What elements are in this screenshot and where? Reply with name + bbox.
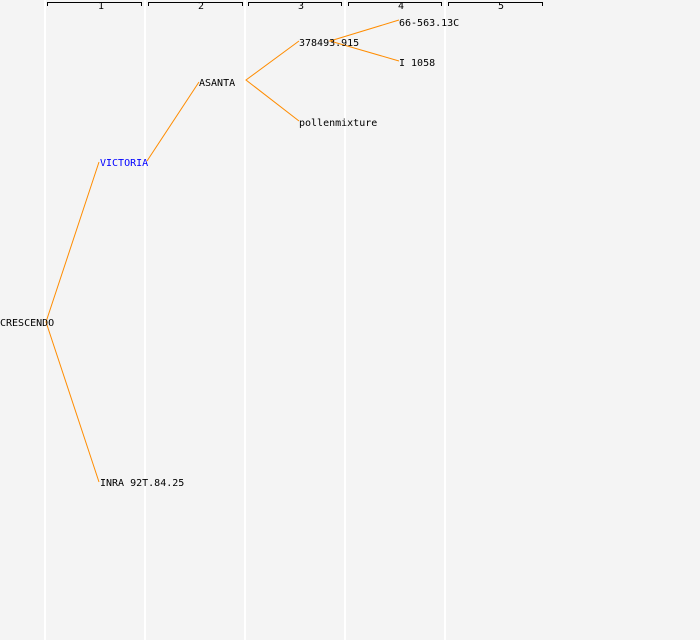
generation-label: 2 <box>198 1 204 12</box>
node-pollenmixture[interactable]: pollenmixture <box>299 118 377 129</box>
column-lines <box>44 0 446 640</box>
edge <box>146 81 200 162</box>
edge <box>45 161 100 483</box>
node-crescendo[interactable]: CRESCENDO <box>0 318 54 329</box>
generation-label: 4 <box>398 1 404 12</box>
generation-headers <box>47 2 543 6</box>
generation-label: 1 <box>98 1 104 12</box>
node-victoria[interactable]: VICTORIA <box>100 158 148 169</box>
node-66-563[interactable]: 66-563.13C <box>399 18 459 29</box>
node-inra[interactable]: INRA 92T.84.25 <box>100 478 184 489</box>
edges <box>45 19 400 483</box>
nodes: CRESCENDO VICTORIA INRA 92T.84.25 ASANTA… <box>0 18 459 489</box>
edge <box>328 19 400 62</box>
node-378493[interactable]: 378493.915 <box>299 38 359 49</box>
generation-label: 5 <box>498 1 504 12</box>
node-asanta[interactable]: ASANTA <box>199 78 235 89</box>
generation-label: 3 <box>298 1 304 12</box>
node-i1058[interactable]: I 1058 <box>399 58 435 69</box>
edge <box>245 40 300 122</box>
